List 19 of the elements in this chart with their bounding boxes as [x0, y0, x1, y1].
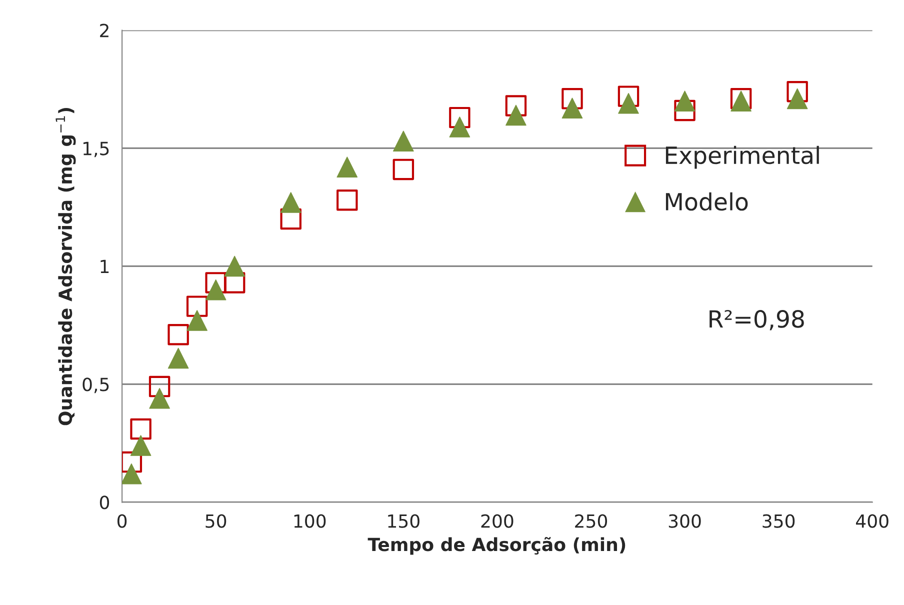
x-axis-title: Tempo de Adsorção (min)	[368, 536, 626, 555]
x-tick-label: 350	[762, 514, 795, 528]
legend-label: Modelo	[666, 192, 748, 211]
legend-label: Experimental	[666, 146, 819, 169]
x-tick-label: 0	[117, 514, 127, 528]
x-tick-label: 400	[856, 514, 888, 528]
annotation: R²=0,98	[710, 310, 804, 330]
x-tick-label: 150	[388, 514, 420, 528]
y-tick-label: 2	[100, 24, 108, 38]
x-tick-label: 100	[294, 514, 326, 528]
x-tick-label: 200	[481, 514, 514, 528]
y-tick-label: 0	[100, 496, 110, 510]
y-tick-label: 1	[100, 260, 109, 274]
x-tick-label: 300	[668, 514, 701, 528]
x-tick-label: 50	[206, 514, 226, 528]
x-tick-label: 250	[575, 514, 608, 528]
y-axis-title: Quantidade Adsorvida (mg g$^{−1}$)	[56, 108, 76, 426]
y-tick-label: 0,5	[82, 378, 109, 394]
y-tick-label: 1,5	[84, 142, 109, 158]
